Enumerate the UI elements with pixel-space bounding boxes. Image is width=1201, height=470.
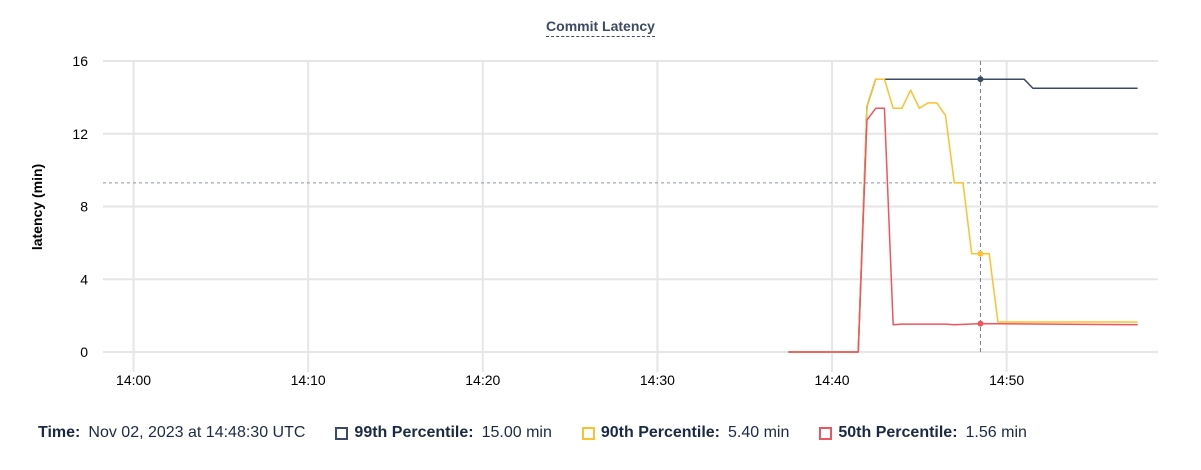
series-line-99th xyxy=(788,78,1138,353)
chart-title[interactable]: Commit Latency xyxy=(546,18,655,37)
legend: Time: Nov 02, 2023 at 14:48:30 UTC 99th … xyxy=(38,424,1027,442)
hover-point-90th xyxy=(977,250,984,257)
y-tick-label: 8 xyxy=(80,199,88,215)
legend-item-50th[interactable]: 50th Percentile: 1.56 min xyxy=(819,424,1027,442)
series-line-90th xyxy=(788,78,1138,353)
y-tick-label: 0 xyxy=(80,344,88,360)
series-line-50th xyxy=(788,107,1138,353)
legend-swatch-99th xyxy=(335,426,349,440)
y-axis-label: latency (min) xyxy=(29,164,45,250)
legend-value: 15.00 min xyxy=(481,424,552,441)
x-tick-label: 14:20 xyxy=(465,372,500,388)
legend-swatch-50th xyxy=(819,426,833,440)
legend-time: Time: Nov 02, 2023 at 14:48:30 UTC xyxy=(38,424,305,442)
legend-value: 1.56 min xyxy=(965,424,1027,441)
time-label: Time: xyxy=(38,424,81,441)
x-tick-label: 14:40 xyxy=(815,372,850,388)
y-tick-label: 12 xyxy=(72,126,88,142)
latency-chart: 0 4 8 12 16 14:00 14:10 14:20 14:30 14:40 14:50 la… xyxy=(29,53,1158,388)
x-tick-label: 14:50 xyxy=(989,372,1024,388)
legend-label: 50th Percentile: xyxy=(838,424,958,441)
hover-point-50th xyxy=(977,320,984,327)
x-tick-label: 14:30 xyxy=(640,372,675,388)
x-tick-label: 14:00 xyxy=(116,372,151,388)
y-tick-label: 4 xyxy=(80,271,88,287)
x-tick-label: 14:10 xyxy=(291,372,326,388)
legend-label: 90th Percentile: xyxy=(600,424,720,441)
time-value: Nov 02, 2023 at 14:48:30 UTC xyxy=(88,424,306,441)
hover-point-99th xyxy=(977,76,984,83)
legend-value: 5.40 min xyxy=(728,424,790,441)
legend-item-90th[interactable]: 90th Percentile: 5.40 min xyxy=(581,424,790,442)
chart-title-wrap: Commit Latency xyxy=(0,18,1201,37)
y-tick-label: 16 xyxy=(72,53,88,69)
legend-swatch-90th xyxy=(581,426,595,440)
legend-label: 99th Percentile: xyxy=(354,424,474,441)
legend-item-99th[interactable]: 99th Percentile: 15.00 min xyxy=(335,424,552,442)
